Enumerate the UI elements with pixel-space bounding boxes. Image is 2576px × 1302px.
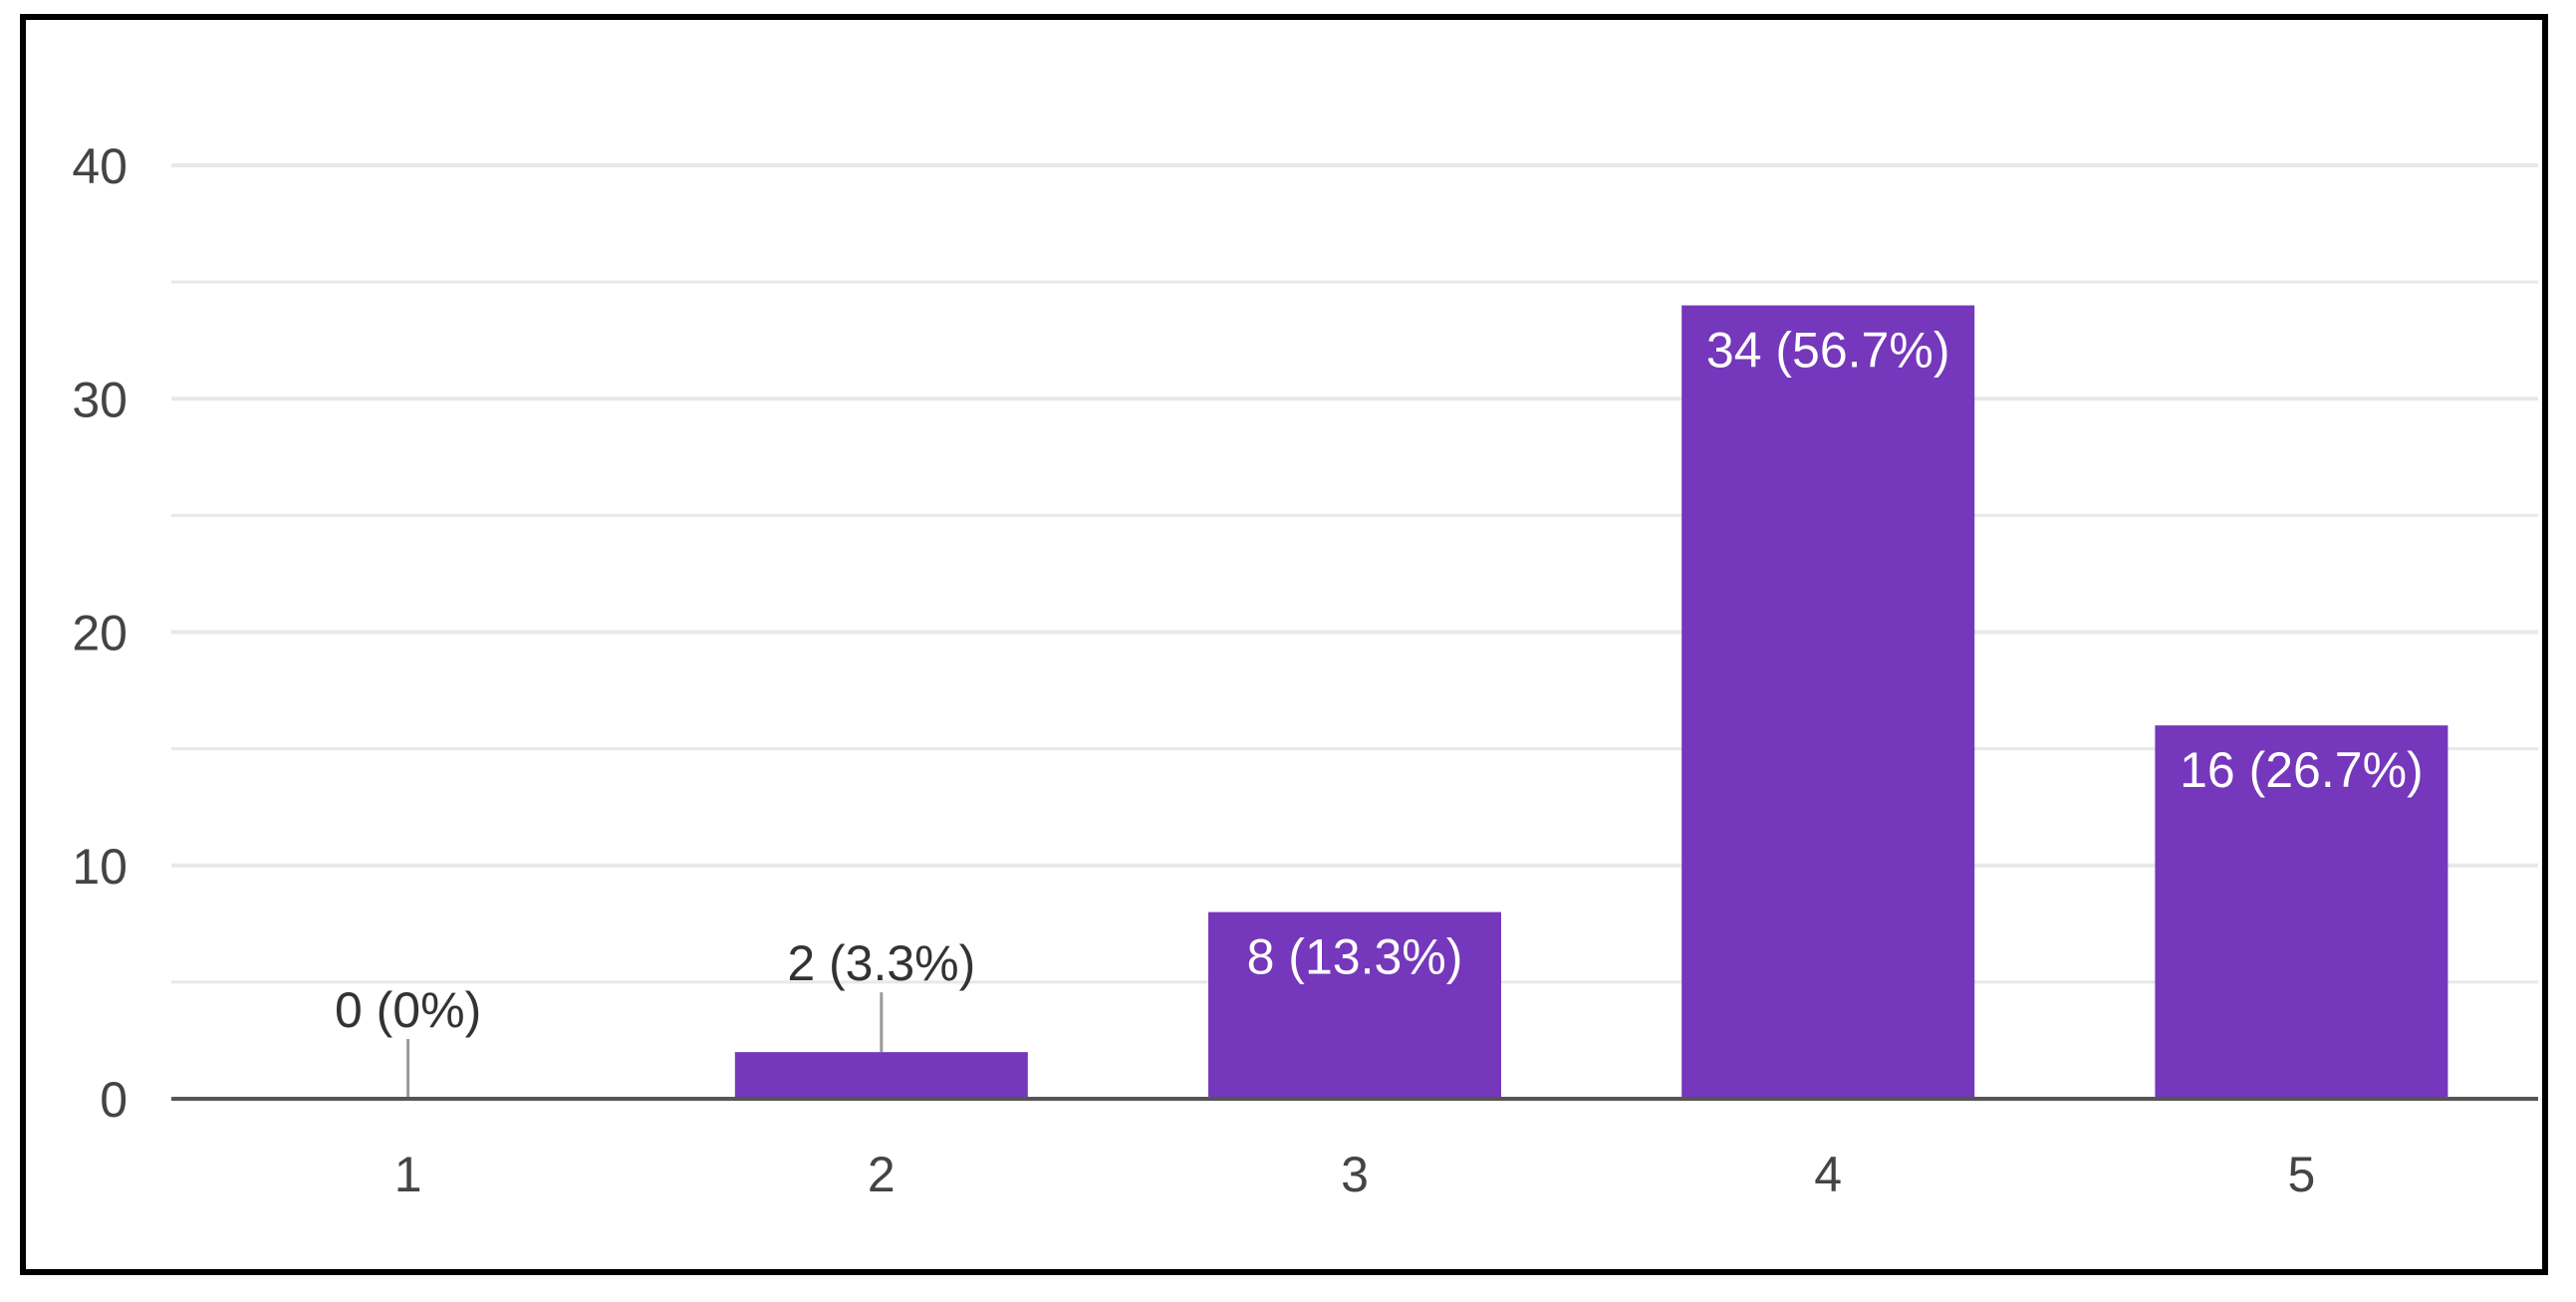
label-leaders xyxy=(406,992,884,1099)
gridlines xyxy=(171,163,2538,984)
data-labels: 0 (0%) 2 (3.3%) 8 (13.3%) 34 (56.7%) 16 … xyxy=(335,323,2424,1038)
x-tick-label: 2 xyxy=(868,1147,896,1202)
x-tick-label: 1 xyxy=(394,1147,422,1202)
y-axis-ticks: 0 10 20 30 40 xyxy=(72,138,128,1128)
bar xyxy=(1208,911,1501,1099)
data-label: 8 (13.3%) xyxy=(1247,929,1463,985)
x-tick-label: 3 xyxy=(1341,1147,1369,1202)
data-label: 34 (56.7%) xyxy=(1706,323,1950,379)
data-label: 0 (0%) xyxy=(335,982,481,1038)
bars xyxy=(734,305,2448,1099)
bar xyxy=(734,1052,1028,1099)
data-label: 2 (3.3%) xyxy=(787,935,975,991)
y-tick-label: 0 xyxy=(100,1072,128,1128)
y-tick-label: 30 xyxy=(72,372,128,427)
data-label: 16 (26.7%) xyxy=(2180,742,2424,798)
y-tick-label: 20 xyxy=(72,606,128,661)
bar xyxy=(1681,305,1975,1099)
y-tick-label: 40 xyxy=(72,138,128,194)
x-axis-ticks: 1 2 3 4 5 xyxy=(394,1147,2316,1202)
x-tick-label: 5 xyxy=(2287,1147,2315,1202)
y-tick-label: 10 xyxy=(72,839,128,895)
bar xyxy=(2155,725,2448,1099)
x-tick-label: 4 xyxy=(1814,1147,1842,1202)
